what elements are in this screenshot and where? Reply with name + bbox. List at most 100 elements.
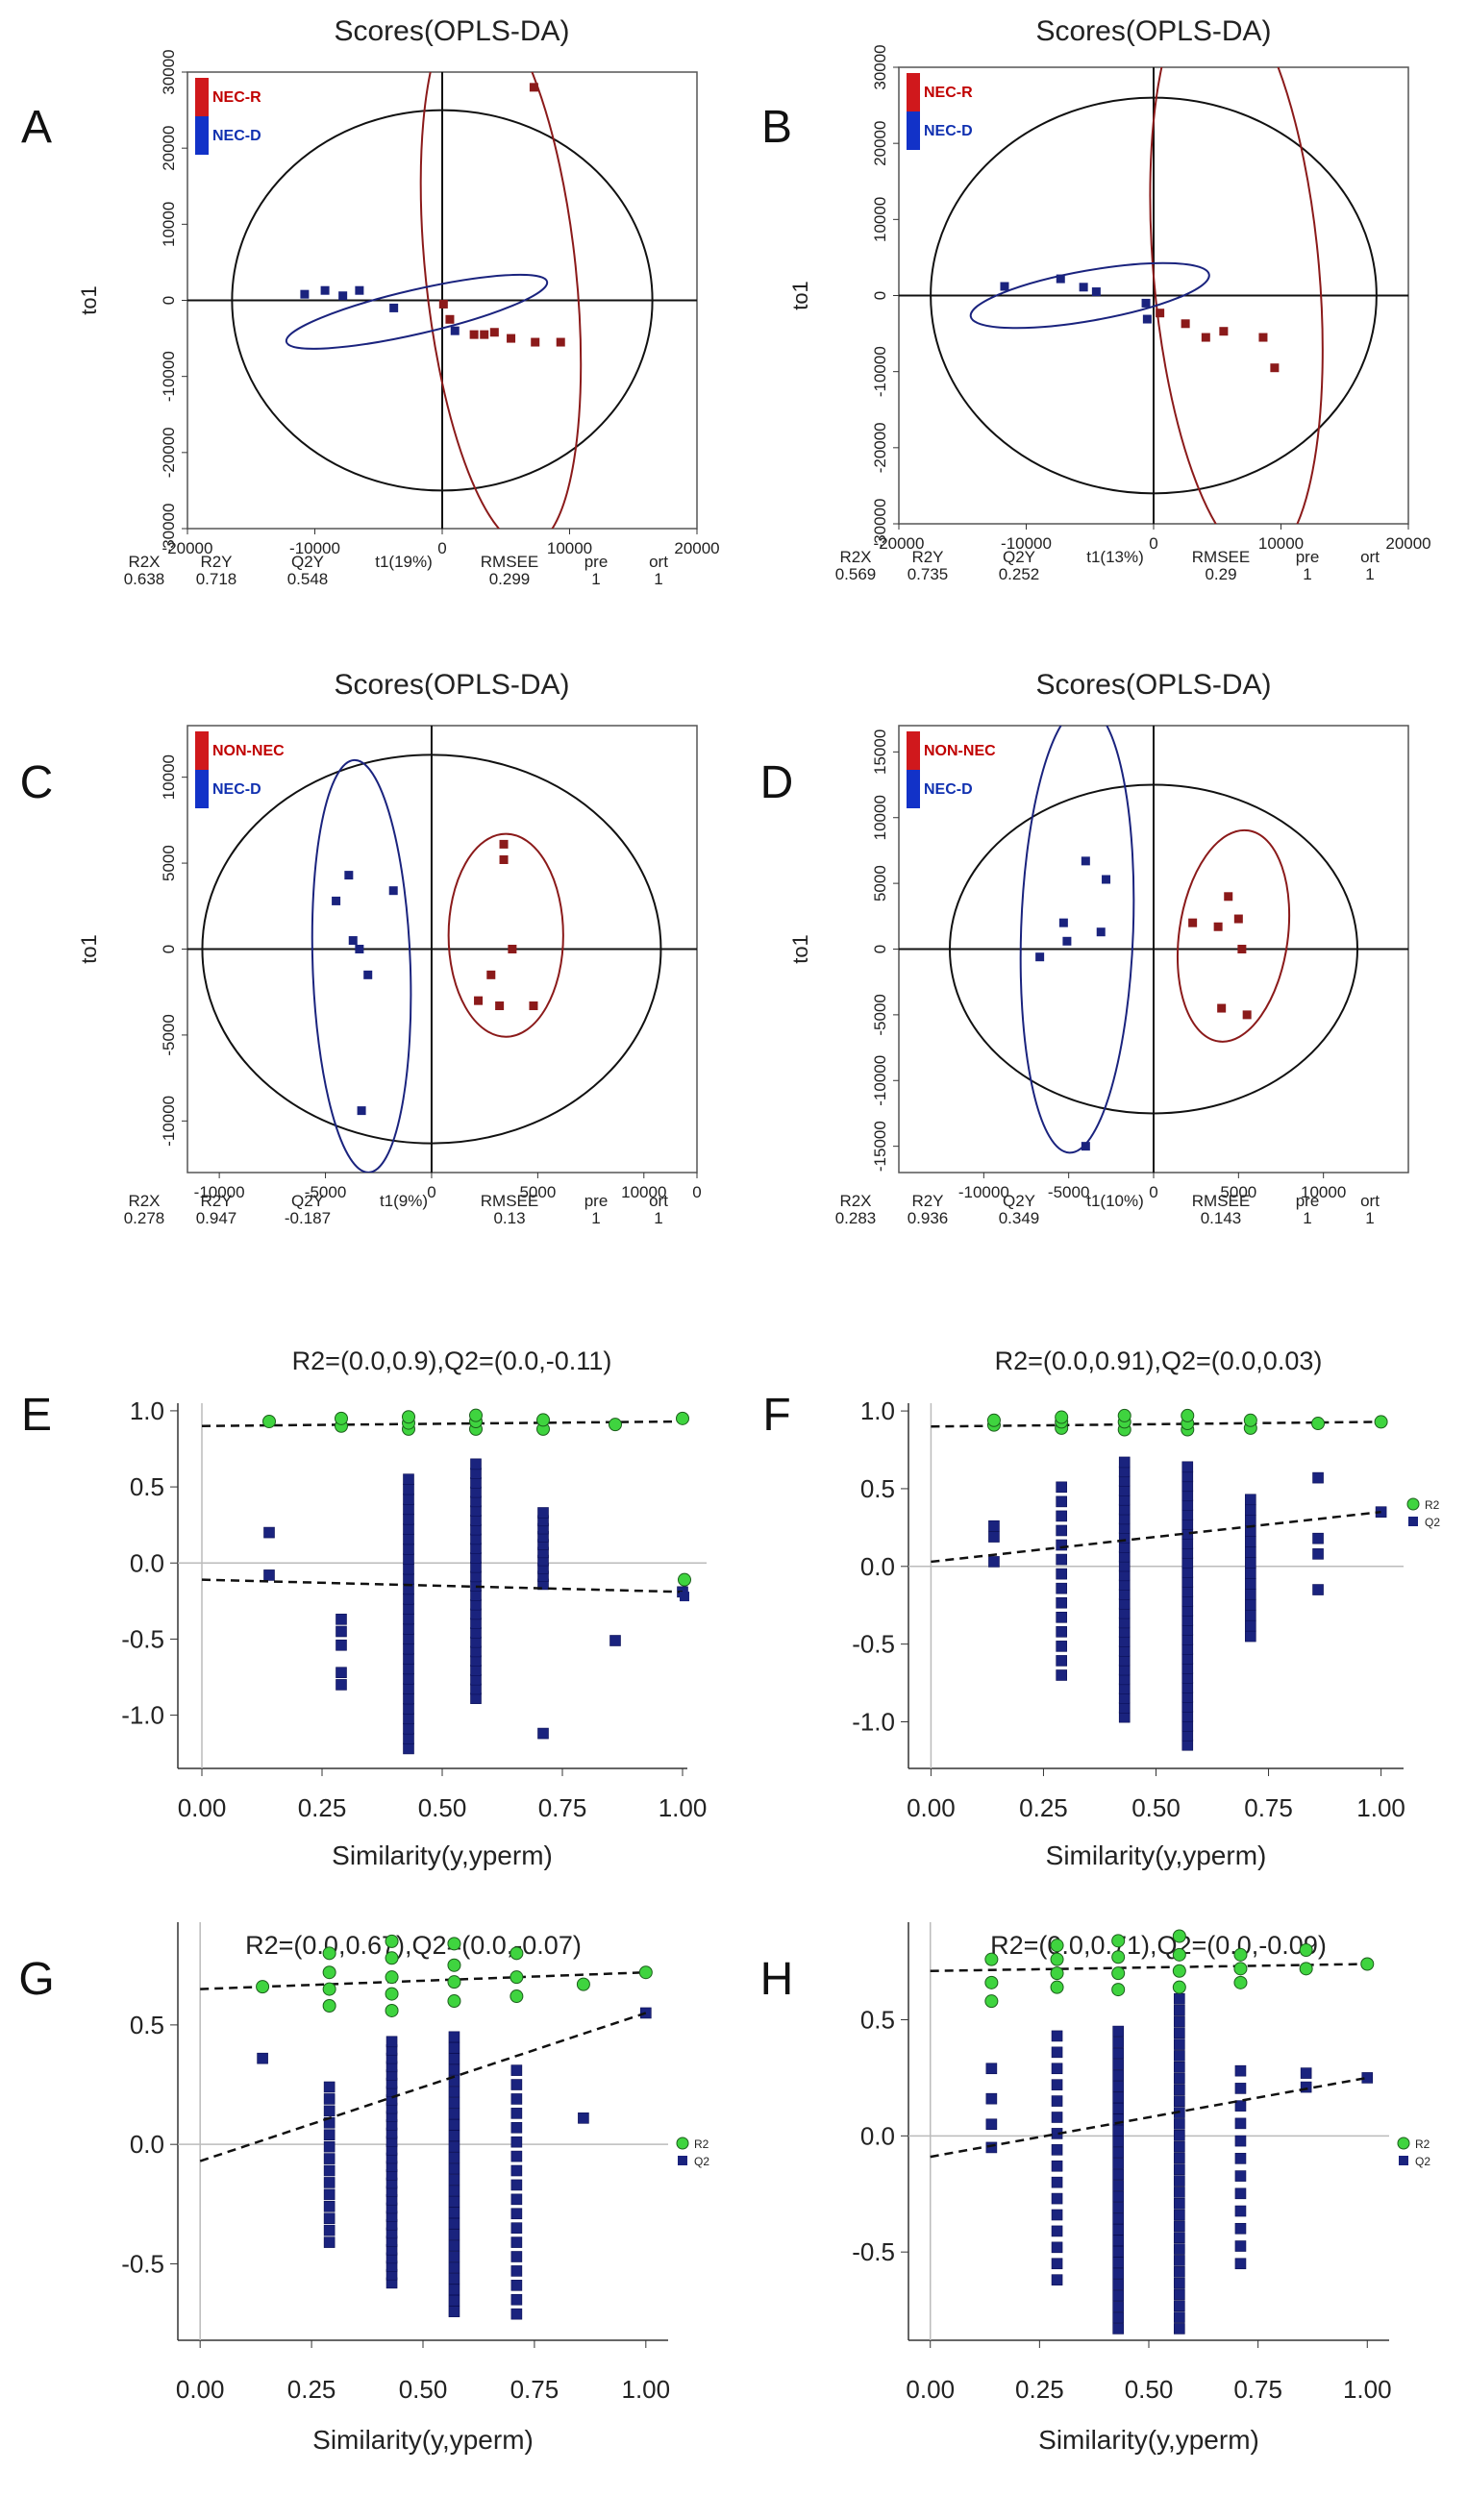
q2-point [470,1468,482,1479]
q2-point [470,1627,482,1639]
r2-point [1360,1957,1375,1971]
legend-q2-icon [1399,2156,1408,2165]
x-tick-label: 0.75 [1233,2375,1282,2404]
q2-point [510,2121,523,2134]
r2-point [984,1975,999,1989]
q2-point [609,1635,621,1646]
q2-point [336,1614,347,1625]
y-tick-label: -0.5 [852,2237,895,2266]
q2-point [1056,1641,1067,1652]
panel-F: R2=(0.0,0.91),Q2=(0.0,0.03)F0.00 0.25 0.50… [762,1346,1440,1870]
r2-point [385,1987,399,2001]
group-ellipse [311,758,412,1173]
q2-point [510,2108,523,2119]
q2-point [510,2308,523,2320]
q2-point [1174,2277,1185,2289]
y-tick-label: 10000 [160,202,178,247]
q2-point [1118,1617,1131,1629]
score-point [556,337,565,347]
q2-point [988,1531,1000,1543]
q2-point [1118,1456,1131,1469]
q2-point [470,1673,482,1686]
stat-label: ort [649,1192,668,1210]
y-tick-label: 0 [160,945,178,953]
x-tick-label: 0 [1149,534,1157,553]
r2-point [385,1951,399,1965]
group-ellipse [419,72,583,529]
q2-point [1051,2160,1063,2172]
q2-point [470,1608,482,1620]
q2-point [448,2251,460,2262]
score-point [1142,314,1152,324]
q2-point [470,1505,482,1517]
r2-point [1233,1947,1248,1962]
score-point [1141,298,1151,308]
q2-point [403,1663,414,1675]
panel-letter: F [762,1390,790,1441]
y-tick-label: 5000 [160,845,178,881]
x-axis-label: Similarity(y,yperm) [1046,1841,1267,1870]
q2-point [1174,2209,1185,2221]
q2-point [1051,2079,1063,2090]
q2-point [1056,1596,1067,1609]
q2-point [1245,1546,1256,1558]
q2-point [1118,1560,1131,1572]
legend-label: Q2 [1415,2155,1430,2168]
panel-letter: H [760,1954,794,2005]
r2-point [322,1965,336,1980]
score-point [499,839,509,849]
q2-point [1181,1567,1194,1578]
score-point [332,896,341,905]
q2-point [470,1665,482,1676]
q2-point [470,1590,482,1601]
legend-swatch-red [907,73,920,111]
score-point [1081,856,1090,866]
q2-point [323,2201,336,2212]
stat-label: t1(10%) [1086,1192,1144,1210]
chart-title: R2=(0.0,0.71),Q2=(0.0,-0.09) [990,1931,1327,1960]
q2-point [1174,2186,1185,2198]
stat-label: ort [649,553,668,571]
q2-point [1112,2202,1124,2213]
stat-value: 0.349 [999,1209,1040,1227]
q2-point [1118,1550,1131,1563]
q2-point [448,2174,460,2186]
r2-point [262,1415,276,1428]
stat-label: RMSEE [481,553,538,571]
score-point [489,328,499,337]
q2-point [985,2092,998,2105]
q2-point [448,2162,460,2175]
q2-point [1112,2102,1124,2114]
q2-point [1056,1582,1067,1594]
q2-point [1112,2212,1124,2225]
q2-point [1118,1692,1131,1704]
r2-point [1181,1408,1195,1422]
q2-point [510,2265,523,2277]
y-tick-label: 10000 [871,197,889,242]
y-tick-label: 5000 [871,865,889,902]
score-point [499,855,509,864]
q2-point [1245,1536,1256,1547]
hotelling-ellipse [949,783,1358,1115]
q2-point [1181,1615,1194,1626]
r2-point [402,1410,415,1424]
q2-point [1234,2117,1247,2130]
q2-point [1174,2175,1185,2186]
q2-point [403,1672,414,1685]
group-ellipse [285,273,549,350]
q2-point [403,1713,414,1725]
y-tick-label: -10000 [871,346,889,397]
x-axis-label: Similarity(y,yperm) [312,2425,534,2455]
q2-point [323,2236,336,2248]
q2-point [263,1569,275,1581]
r2-point [536,1413,550,1427]
x-tick-label: 1.00 [622,2375,671,2404]
score-point [1096,927,1106,937]
x-tick-label: 5000 [519,1183,556,1201]
q2-point [1112,2047,1124,2060]
stat-label: R2X [839,548,871,566]
score-point [445,314,455,324]
stat-value: 0.718 [196,570,237,588]
q2-point [1300,2067,1312,2079]
